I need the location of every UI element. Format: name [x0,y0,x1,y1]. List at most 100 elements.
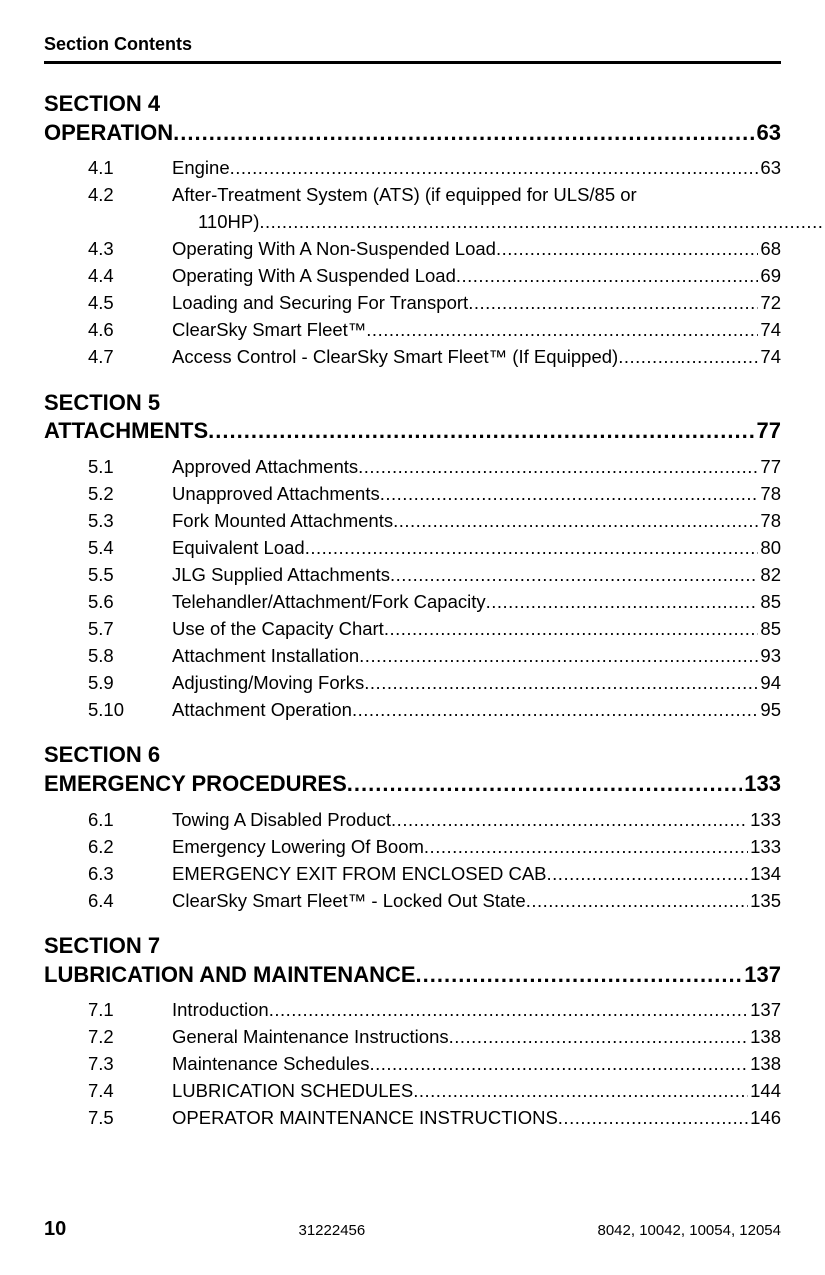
toc-subentry: 5.5JLG Supplied Attachments.............… [88,566,781,585]
sub-number: 4.3 [88,240,172,259]
sub-page: 72 [758,294,781,313]
sub-title: Access Control - ClearSky Smart Fleet™ (… [172,348,618,367]
sub-number: 5.3 [88,512,172,531]
sub-title: Attachment Operation [172,701,352,720]
section-page: 133 [742,769,781,799]
sub-number: 6.4 [88,892,172,911]
leader-dots: ........................................… [352,701,758,720]
sub-page: 133 [748,838,781,857]
toc-subentry: 4.4Operating With A Suspended Load......… [88,267,781,286]
leader-dots: ........................................… [359,647,758,666]
sub-title: Use of the Capacity Chart [172,620,384,639]
leader-dots: ........................................… [424,838,748,857]
toc-subentry: 5.7Use of the Capacity Chart............… [88,620,781,639]
sub-number: 4.5 [88,294,172,313]
section-title-row: ATTACHMENTS.............................… [44,416,781,446]
subsection-list: 4.1Engine...............................… [44,159,781,367]
section-block: SECTION 7LUBRICATION AND MAINTENANCE....… [44,932,781,1128]
sub-number: 5.6 [88,593,172,612]
leader-dots: ........................................… [380,485,759,504]
leader-dots: ........................................… [393,512,758,531]
section-title: EMERGENCY PROCEDURES [44,769,347,799]
leader-dots: ........................................… [496,240,758,259]
sub-title: Fork Mounted Attachments [172,512,393,531]
toc-subentry: 7.5OPERATOR MAINTENANCE INSTRUCTIONS....… [88,1109,781,1128]
leader-dots: ........................................… [173,118,754,148]
sub-page: 138 [748,1055,781,1074]
sub-title: Unapproved Attachments [172,485,380,504]
sub-title-cont: 110HP)..................................… [172,213,825,232]
sub-page: 94 [758,674,781,693]
sub-page: 137 [748,1001,781,1020]
sub-title: ClearSky Smart Fleet™ - Locked Out State [172,892,526,911]
footer-models: 8042, 10042, 10054, 12054 [597,1222,781,1239]
sub-page: 134 [748,865,781,884]
toc-subentry: 5.3Fork Mounted Attachments.............… [88,512,781,531]
leader-dots: ........................................… [358,458,758,477]
leader-dots: ........................................… [390,566,758,585]
sub-title: Attachment Installation [172,647,359,666]
sub-page: 69 [758,267,781,286]
sub-page: 80 [758,539,781,558]
toc-subentry: 4.2After-Treatment System (ATS) (if equi… [88,186,781,205]
sub-page: 85 [758,593,781,612]
leader-dots: ........................................… [449,1028,749,1047]
section-label: SECTION 6 [44,741,781,769]
table-of-contents: SECTION 4OPERATION......................… [44,90,781,1128]
sub-page: 68 [758,240,781,259]
sub-page: 85 [758,620,781,639]
sub-page: 77 [758,458,781,477]
sub-page: 133 [748,811,781,830]
section-title-row: OPERATION...............................… [44,118,781,148]
sub-number: 6.2 [88,838,172,857]
sub-number: 5.8 [88,647,172,666]
section-block: SECTION 6EMERGENCY PROCEDURES...........… [44,741,781,910]
sub-title: Introduction [172,1001,269,1020]
sub-number: 4.2 [88,186,172,205]
leader-dots: ........................................… [558,1109,748,1128]
leader-dots: ........................................… [269,1001,748,1020]
toc-subentry: 7.1Introduction.........................… [88,1001,781,1020]
subsection-list: 6.1Towing A Disabled Product............… [44,811,781,911]
toc-subentry: 6.1Towing A Disabled Product............… [88,811,781,830]
section-title-row: LUBRICATION AND MAINTENANCE.............… [44,960,781,990]
leader-dots: ........................................… [618,348,758,367]
sub-number: 5.1 [88,458,172,477]
sub-number: 5.10 [88,701,172,720]
sub-title: After-Treatment System (ATS) (if equippe… [172,186,637,205]
page-footer: 10 31222456 8042, 10042, 10054, 12054 [44,1218,781,1241]
toc-subentry: 4.5Loading and Securing For Transport...… [88,294,781,313]
section-page: 63 [755,118,781,148]
sub-number: 7.2 [88,1028,172,1047]
sub-number: 4.4 [88,267,172,286]
toc-subentry: 5.8Attachment Installation..............… [88,647,781,666]
sub-number: 4.7 [88,348,172,367]
leader-dots: ........................................… [208,416,754,446]
sub-page: 93 [758,647,781,666]
sub-title: General Maintenance Instructions [172,1028,449,1047]
leader-dots: ........................................… [384,620,759,639]
toc-subentry: 6.2Emergency Lowering Of Boom...........… [88,838,781,857]
toc-subentry: 4.7Access Control - ClearSky Smart Fleet… [88,348,781,367]
sub-title: Towing A Disabled Product [172,811,391,830]
section-label: SECTION 5 [44,389,781,417]
toc-subentry: 4.3Operating With A Non-Suspended Load..… [88,240,781,259]
leader-dots: ........................................… [369,1055,748,1074]
toc-subentry: 5.4Equivalent Load......................… [88,539,781,558]
sub-number: 6.3 [88,865,172,884]
section-label: SECTION 4 [44,90,781,118]
leader-dots: ........................................… [364,674,758,693]
sub-page: 82 [758,566,781,585]
sub-title: Telehandler/Attachment/Fork Capacity [172,593,486,612]
sub-number: 5.4 [88,539,172,558]
section-label: SECTION 7 [44,932,781,960]
sub-number: 7.1 [88,1001,172,1020]
sub-number: 7.3 [88,1055,172,1074]
sub-page: 144 [748,1082,781,1101]
leader-dots: ........................................… [366,321,758,340]
footer-page-number: 10 [44,1218,66,1241]
sub-title: Adjusting/Moving Forks [172,674,364,693]
sub-title: OPERATOR MAINTENANCE INSTRUCTIONS [172,1109,558,1128]
section-title-row: EMERGENCY PROCEDURES....................… [44,769,781,799]
leader-dots: ........................................… [391,811,748,830]
